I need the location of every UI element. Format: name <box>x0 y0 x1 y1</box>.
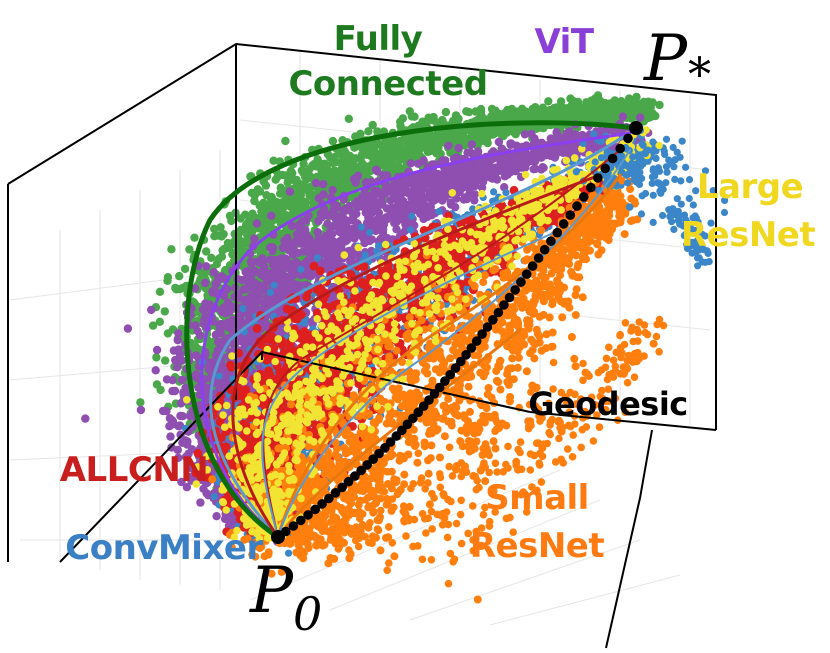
convmixer-curve-2 <box>261 229 561 538</box>
geodesic-point <box>533 253 544 263</box>
fully-connected-label-line2: Connected <box>288 64 487 104</box>
allcnn-label: ALLCNN <box>60 450 209 490</box>
geodesic-point <box>296 515 306 526</box>
geodesic-point <box>461 350 471 360</box>
geodesic-point <box>434 382 445 393</box>
geodesic-point <box>337 482 348 493</box>
geodesic-point <box>424 395 434 405</box>
fully-connected-curve <box>184 120 639 540</box>
p0-base: P <box>249 554 294 628</box>
small-resnet-points-2 <box>295 315 668 588</box>
vit-label: ViT <box>534 22 594 62</box>
geodesic-point <box>471 336 482 346</box>
trajectory-curves <box>184 120 639 540</box>
fully-connected-label-line1: Fully <box>334 19 423 59</box>
p0-subscript: 0 <box>293 587 322 641</box>
scatter-clouds <box>81 91 729 604</box>
geodesic-point <box>356 465 366 476</box>
small-resnet-curve-2 <box>276 328 522 539</box>
3d-axes-box <box>7 42 717 649</box>
small-resnet-curve <box>276 173 622 539</box>
p-star-marker <box>629 121 643 135</box>
geodesic-point <box>539 244 550 255</box>
geodesic-point <box>368 454 379 465</box>
geodesic-point <box>482 322 493 332</box>
geodesic-point <box>572 201 582 211</box>
geodesic-point <box>303 510 313 520</box>
geodesic-point <box>445 369 456 380</box>
geodesic-point <box>516 277 526 287</box>
geodesic-point <box>552 227 563 238</box>
p-star-label: P * <box>643 22 711 101</box>
p-star-subscript: * <box>688 47 711 101</box>
geodesic-point <box>350 471 360 481</box>
geodesic-point <box>310 504 321 515</box>
geodesic-point <box>343 476 354 487</box>
geodesic-point <box>558 219 569 229</box>
geodesic-point <box>385 437 396 447</box>
convmixer-curve <box>209 126 638 539</box>
geodesic-point <box>324 493 334 504</box>
geodesic-point <box>527 261 538 271</box>
geodesic-point <box>488 315 498 325</box>
small-resnet-label-line1: Small <box>485 478 589 518</box>
geodesic-point <box>586 182 596 193</box>
convmixer-curve-3 <box>277 149 631 538</box>
allcnn-curve <box>231 173 602 539</box>
geodesic-point <box>362 460 373 470</box>
small-resnet-label-line2: ResNet <box>470 526 604 566</box>
geodesic-point <box>450 363 461 373</box>
allcnn-curve-2 <box>262 149 621 538</box>
geodesic-point <box>317 499 327 509</box>
geodesic-point <box>521 269 532 280</box>
geodesic-point <box>615 143 625 154</box>
geodesic-point <box>546 236 556 246</box>
geodesic-point <box>477 329 487 339</box>
geodesic-point <box>429 389 440 399</box>
geodesic-point <box>565 210 576 220</box>
geodesic-point <box>466 343 477 353</box>
geodesic-point <box>623 133 633 144</box>
convmixer-label: ConvMixer <box>65 528 263 568</box>
vit-curve <box>200 131 632 539</box>
geodesic-point <box>600 163 610 174</box>
geodesic-label: Geodesic <box>528 385 688 423</box>
geodesic-point <box>493 307 504 318</box>
geodesic-point <box>593 173 603 183</box>
geodesic-point <box>510 285 520 295</box>
geodesic-point <box>440 376 450 386</box>
geodesic-point <box>330 488 341 498</box>
geodesic-point <box>499 300 509 310</box>
p-star-base: P <box>643 22 688 96</box>
geodesic-point <box>456 356 466 367</box>
p0-label: P 0 <box>249 554 322 641</box>
geodesic-point <box>579 192 589 202</box>
large-resnet-label-line2: ResNet <box>681 215 815 255</box>
geodesic-point <box>288 521 299 531</box>
geodesic-point <box>607 153 618 164</box>
p0-marker <box>271 530 285 544</box>
large-resnet-label-line1: Large <box>697 167 803 207</box>
geodesic-point <box>504 292 515 303</box>
